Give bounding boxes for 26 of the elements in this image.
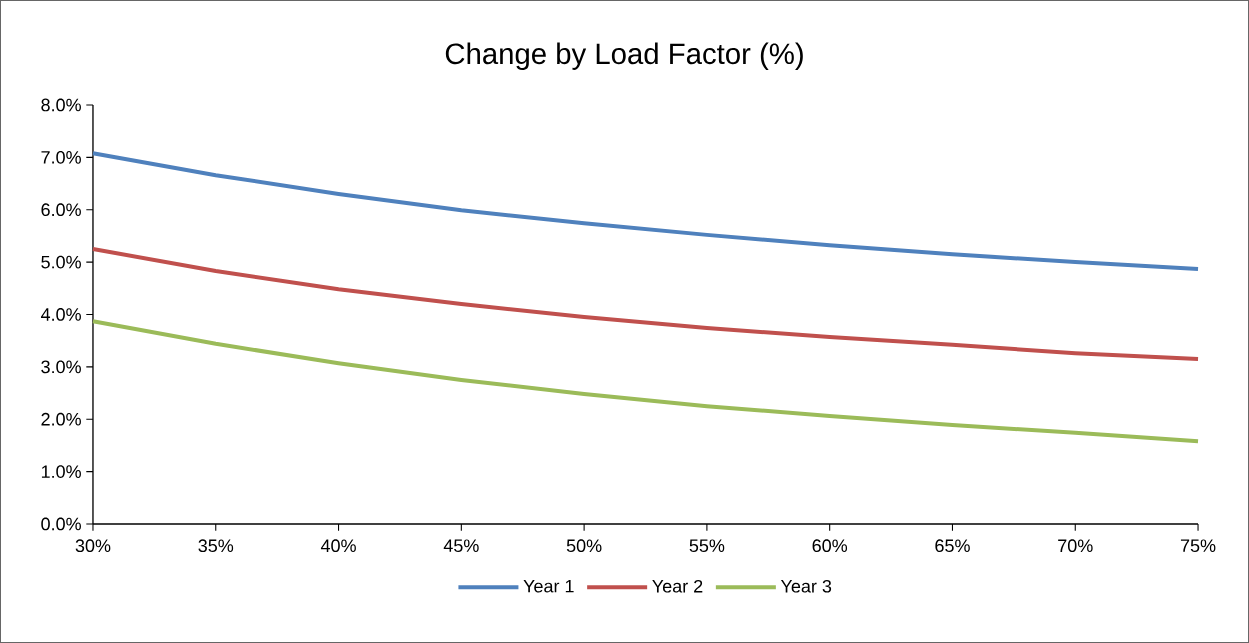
y-tick-label: 7.0% (41, 151, 81, 164)
y-tick-label: 0.0% (41, 517, 81, 531)
line-series (90, 151, 1201, 271)
x-tick-label: 75% (1180, 539, 1216, 553)
chart-title: Change by Load Factor (%) (445, 42, 803, 70)
y-tick-label: 6.0% (41, 203, 81, 217)
line-series (90, 319, 1201, 444)
line-series (90, 247, 1201, 362)
x-tick-label: 60% (812, 539, 848, 553)
x-tick-label: 55% (689, 539, 725, 553)
y-tick-label: 8.0% (41, 98, 81, 112)
x-tick-label: 30% (75, 539, 111, 553)
y-tick-label: 3.0% (41, 360, 81, 374)
y-tick-label: 4.0% (40, 308, 81, 321)
x-tick-label: 50% (566, 539, 602, 553)
legend-label: Year 1 (523, 579, 574, 593)
x-tick-label: 40% (320, 539, 356, 553)
x-tick-label: 65% (935, 539, 970, 553)
y-tick-label: 1.0% (41, 465, 81, 478)
legend-label: Year 2 (652, 579, 703, 593)
x-tick-label: 70% (1058, 539, 1093, 553)
legend-label: Year 3 (780, 579, 832, 593)
y-tick-label: 2.0% (41, 412, 81, 426)
x-tick-label: 45% (443, 539, 479, 553)
y-tick-label: 5.0% (41, 255, 81, 269)
x-tick-label: 35% (198, 539, 234, 553)
